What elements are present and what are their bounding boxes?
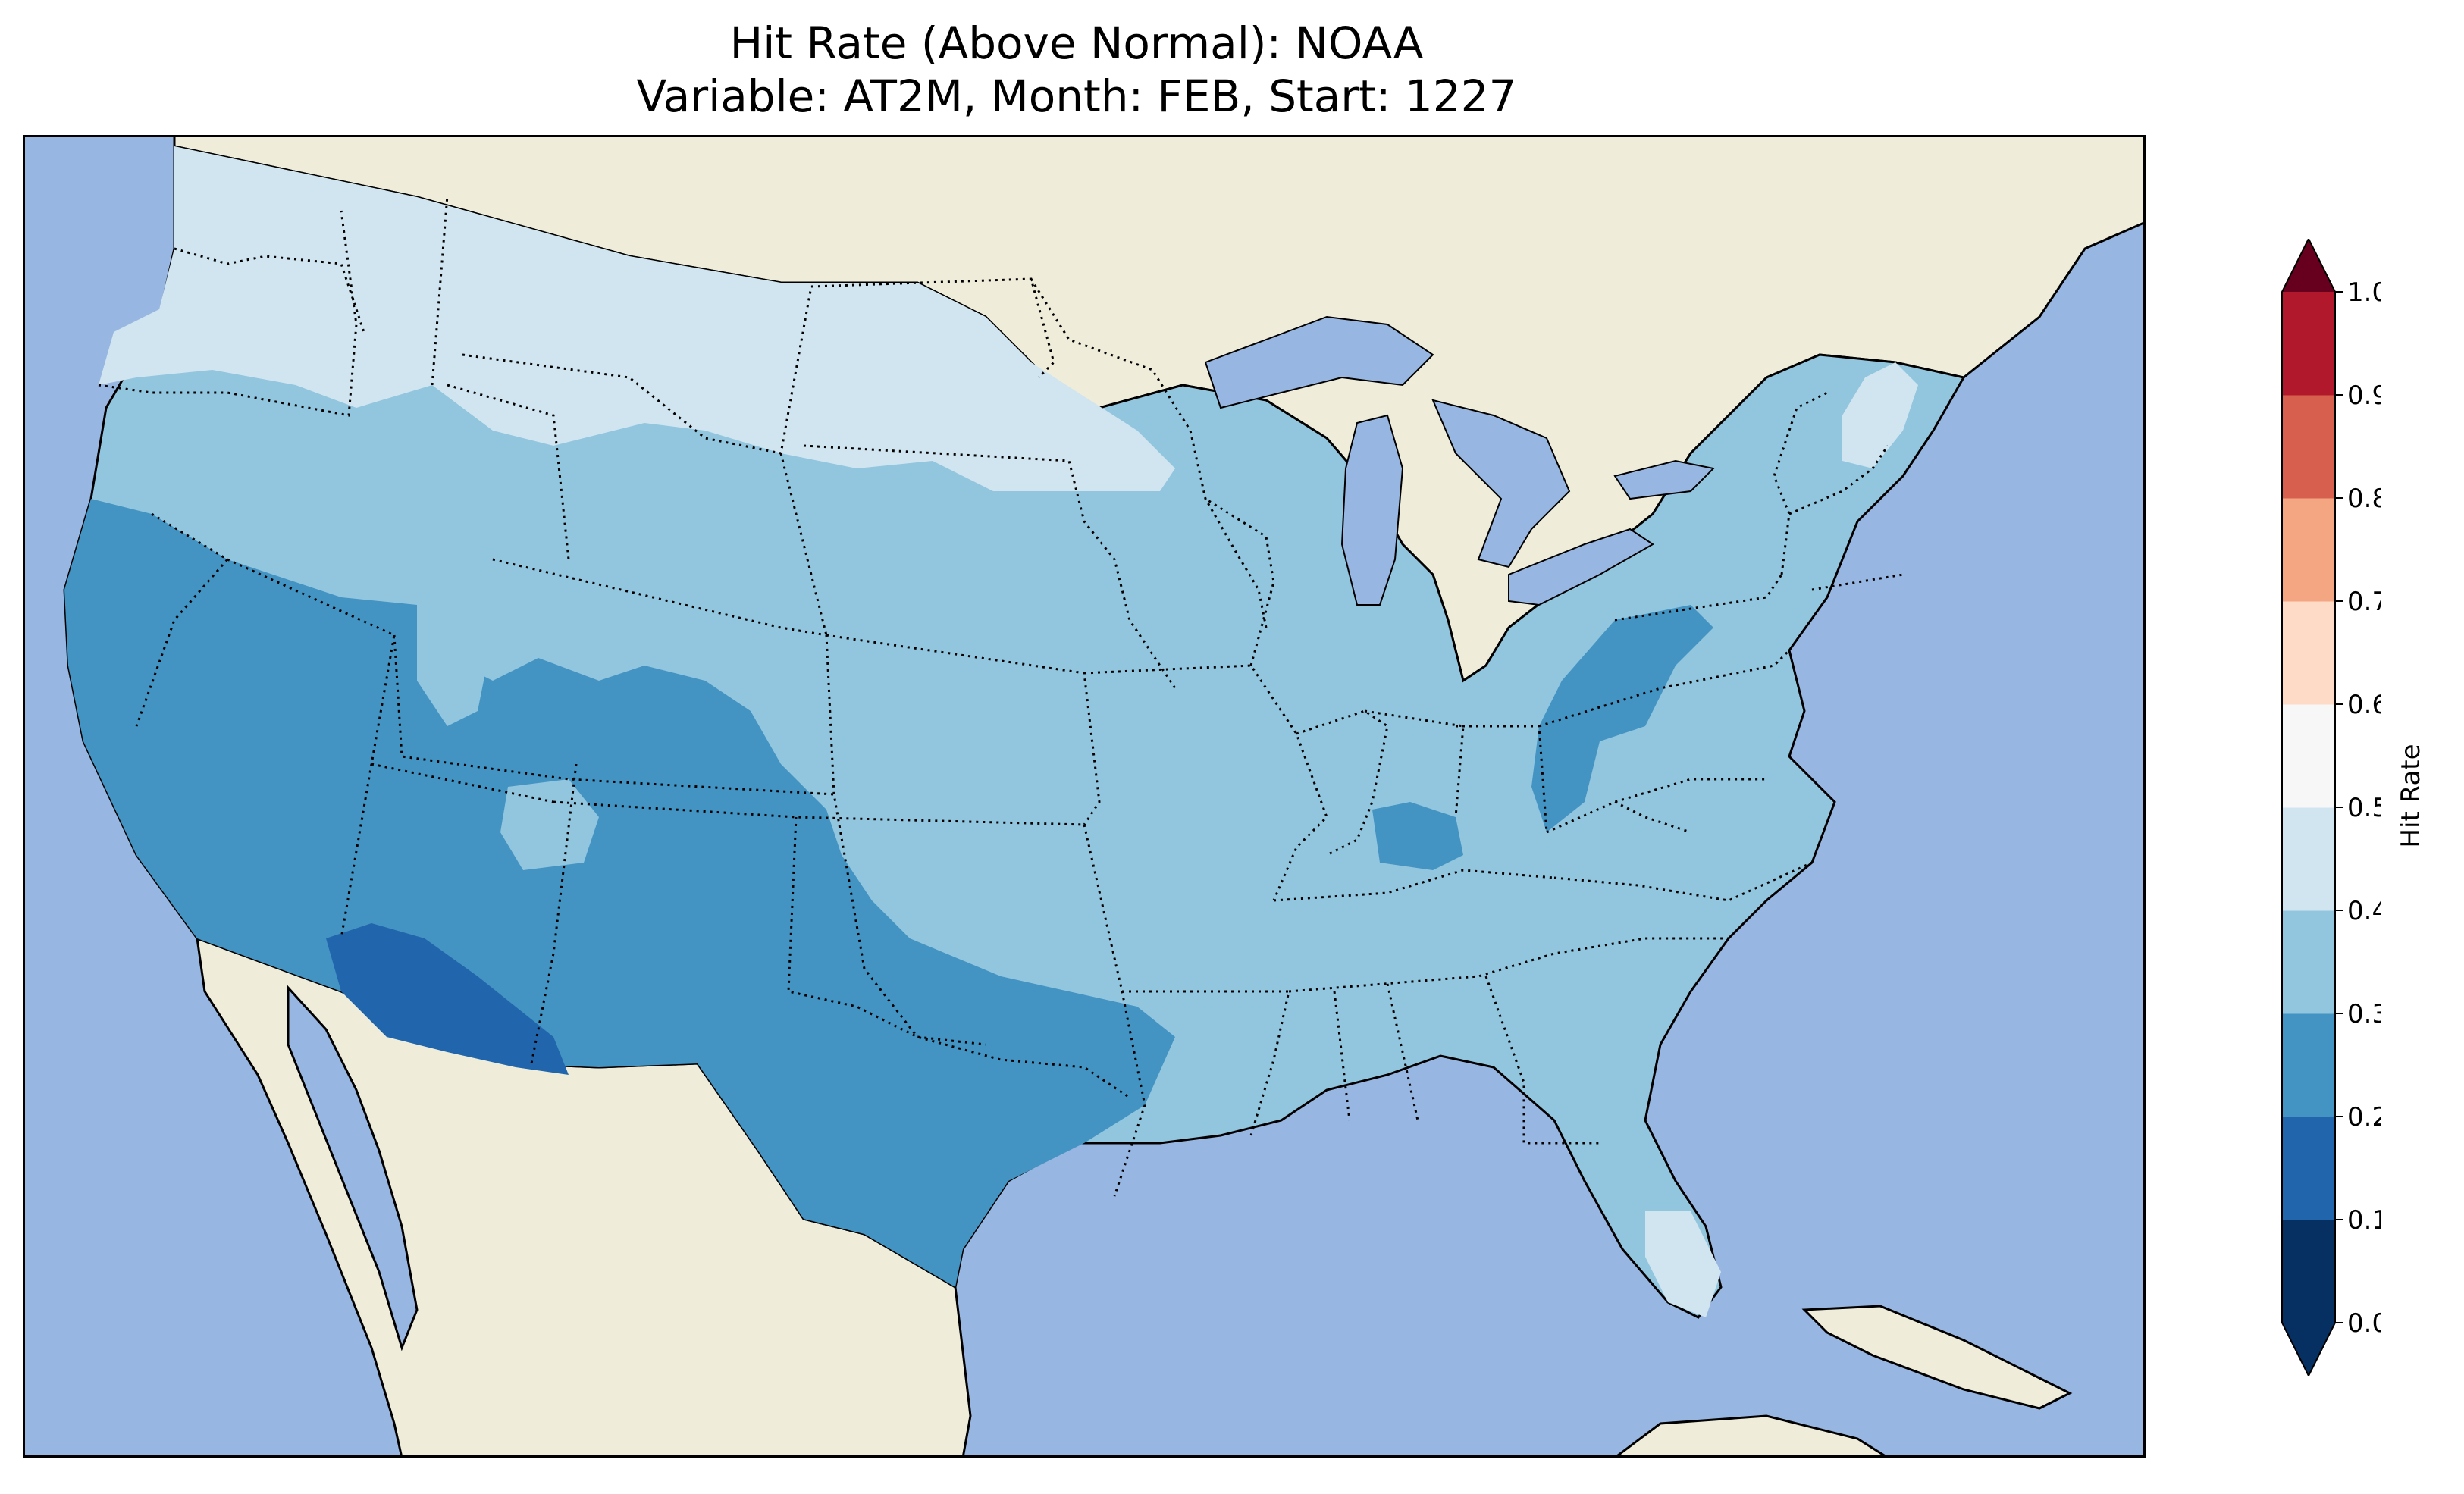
region-0.1-arizona <box>326 923 569 1075</box>
colorbar-bin <box>2282 910 2335 1014</box>
colorbar: 0.0 0.1 0.2 0.3 0.4 0.5 0.6 0.7 0.8 0.9 1.0 <box>2281 239 2381 1376</box>
lake-huron <box>1431 399 1571 568</box>
title-line-2: Variable: AT2M, Month: FEB, Start: 1227 <box>636 70 1517 122</box>
colorbar-over-extension <box>2282 239 2335 292</box>
yucatan-land <box>1613 1414 1890 1458</box>
colorbar-label: Hit Rate <box>2396 744 2441 847</box>
colorbar-bin <box>2282 601 2335 705</box>
colorbar-bin <box>2282 498 2335 602</box>
title-line-1: Hit Rate (Above Normal): NOAA <box>729 17 1424 69</box>
region-0.2-indiana <box>1372 802 1463 870</box>
lake-erie <box>1508 528 1654 606</box>
colorbar-bin <box>2282 704 2335 808</box>
us-map <box>23 135 2146 1458</box>
colorbar-bin <box>2282 1220 2335 1323</box>
colorbar-tick-label: 0.9 <box>2347 381 2381 411</box>
region-0.4-north <box>99 146 1175 491</box>
colorbar-tick-label: 0.2 <box>2347 1102 2381 1132</box>
colorbar-tick-label: 0.1 <box>2347 1205 2381 1236</box>
colorbar-label-text: Hit Rate <box>2396 744 2426 848</box>
cuba-land <box>1801 1305 2073 1410</box>
lake-superior <box>1204 315 1434 409</box>
region-0.3-idaho <box>417 575 493 726</box>
region-0.2-ohio-pa <box>1531 605 1713 832</box>
region-0.3-utah <box>500 779 599 870</box>
region-0.4-maine <box>1842 362 1918 468</box>
region-0.4-florida <box>1645 1211 1721 1317</box>
colorbar-under-extension <box>2282 1323 2335 1376</box>
colorbar-bin <box>2282 1117 2335 1220</box>
map-title: Hit Rate (Above Normal): NOAA Variable: … <box>0 17 2153 123</box>
colorbar-bin <box>2282 1013 2335 1117</box>
colorbar-tick-label: 0.8 <box>2347 484 2381 514</box>
lake-ontario <box>1613 459 1716 500</box>
map-frame <box>23 135 2146 1458</box>
colorbar-tick-label: 0.7 <box>2347 587 2381 617</box>
gulf-of-california <box>287 985 419 1351</box>
colorbar-tick-label: 0.3 <box>2347 999 2381 1029</box>
colorbar-tick-label: 1.0 <box>2347 277 2381 308</box>
colorbar-bin <box>2282 292 2335 396</box>
colorbar-tick-label: 0.0 <box>2347 1308 2381 1339</box>
state-borders <box>98 195 1904 1197</box>
region-0.2-west <box>64 499 1175 1287</box>
colorbar-tick-label: 0.6 <box>2347 690 2381 720</box>
colorbar-bin <box>2282 807 2335 911</box>
colorbar-bin <box>2282 395 2335 499</box>
colorbar-tick-label: 0.4 <box>2347 896 2381 926</box>
lake-michigan <box>1340 414 1404 606</box>
colorbar-tick-label: 0.5 <box>2347 793 2381 823</box>
